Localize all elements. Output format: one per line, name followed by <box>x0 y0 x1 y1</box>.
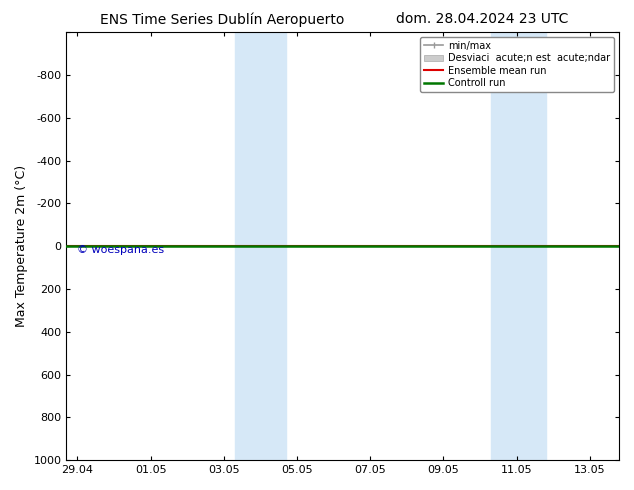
Text: dom. 28.04.2024 23 UTC: dom. 28.04.2024 23 UTC <box>396 12 568 26</box>
Bar <box>235 32 286 460</box>
Legend: min/max, Desviaci  acute;n est  acute;ndar, Ensemble mean run, Controll run: min/max, Desviaci acute;n est acute;ndar… <box>420 37 614 92</box>
Text: © woespana.es: © woespana.es <box>77 245 165 255</box>
Text: ENS Time Series Dublín Aeropuerto: ENS Time Series Dublín Aeropuerto <box>100 12 344 27</box>
Y-axis label: Max Temperature 2m (°C): Max Temperature 2m (°C) <box>15 165 28 327</box>
Bar <box>491 32 546 460</box>
